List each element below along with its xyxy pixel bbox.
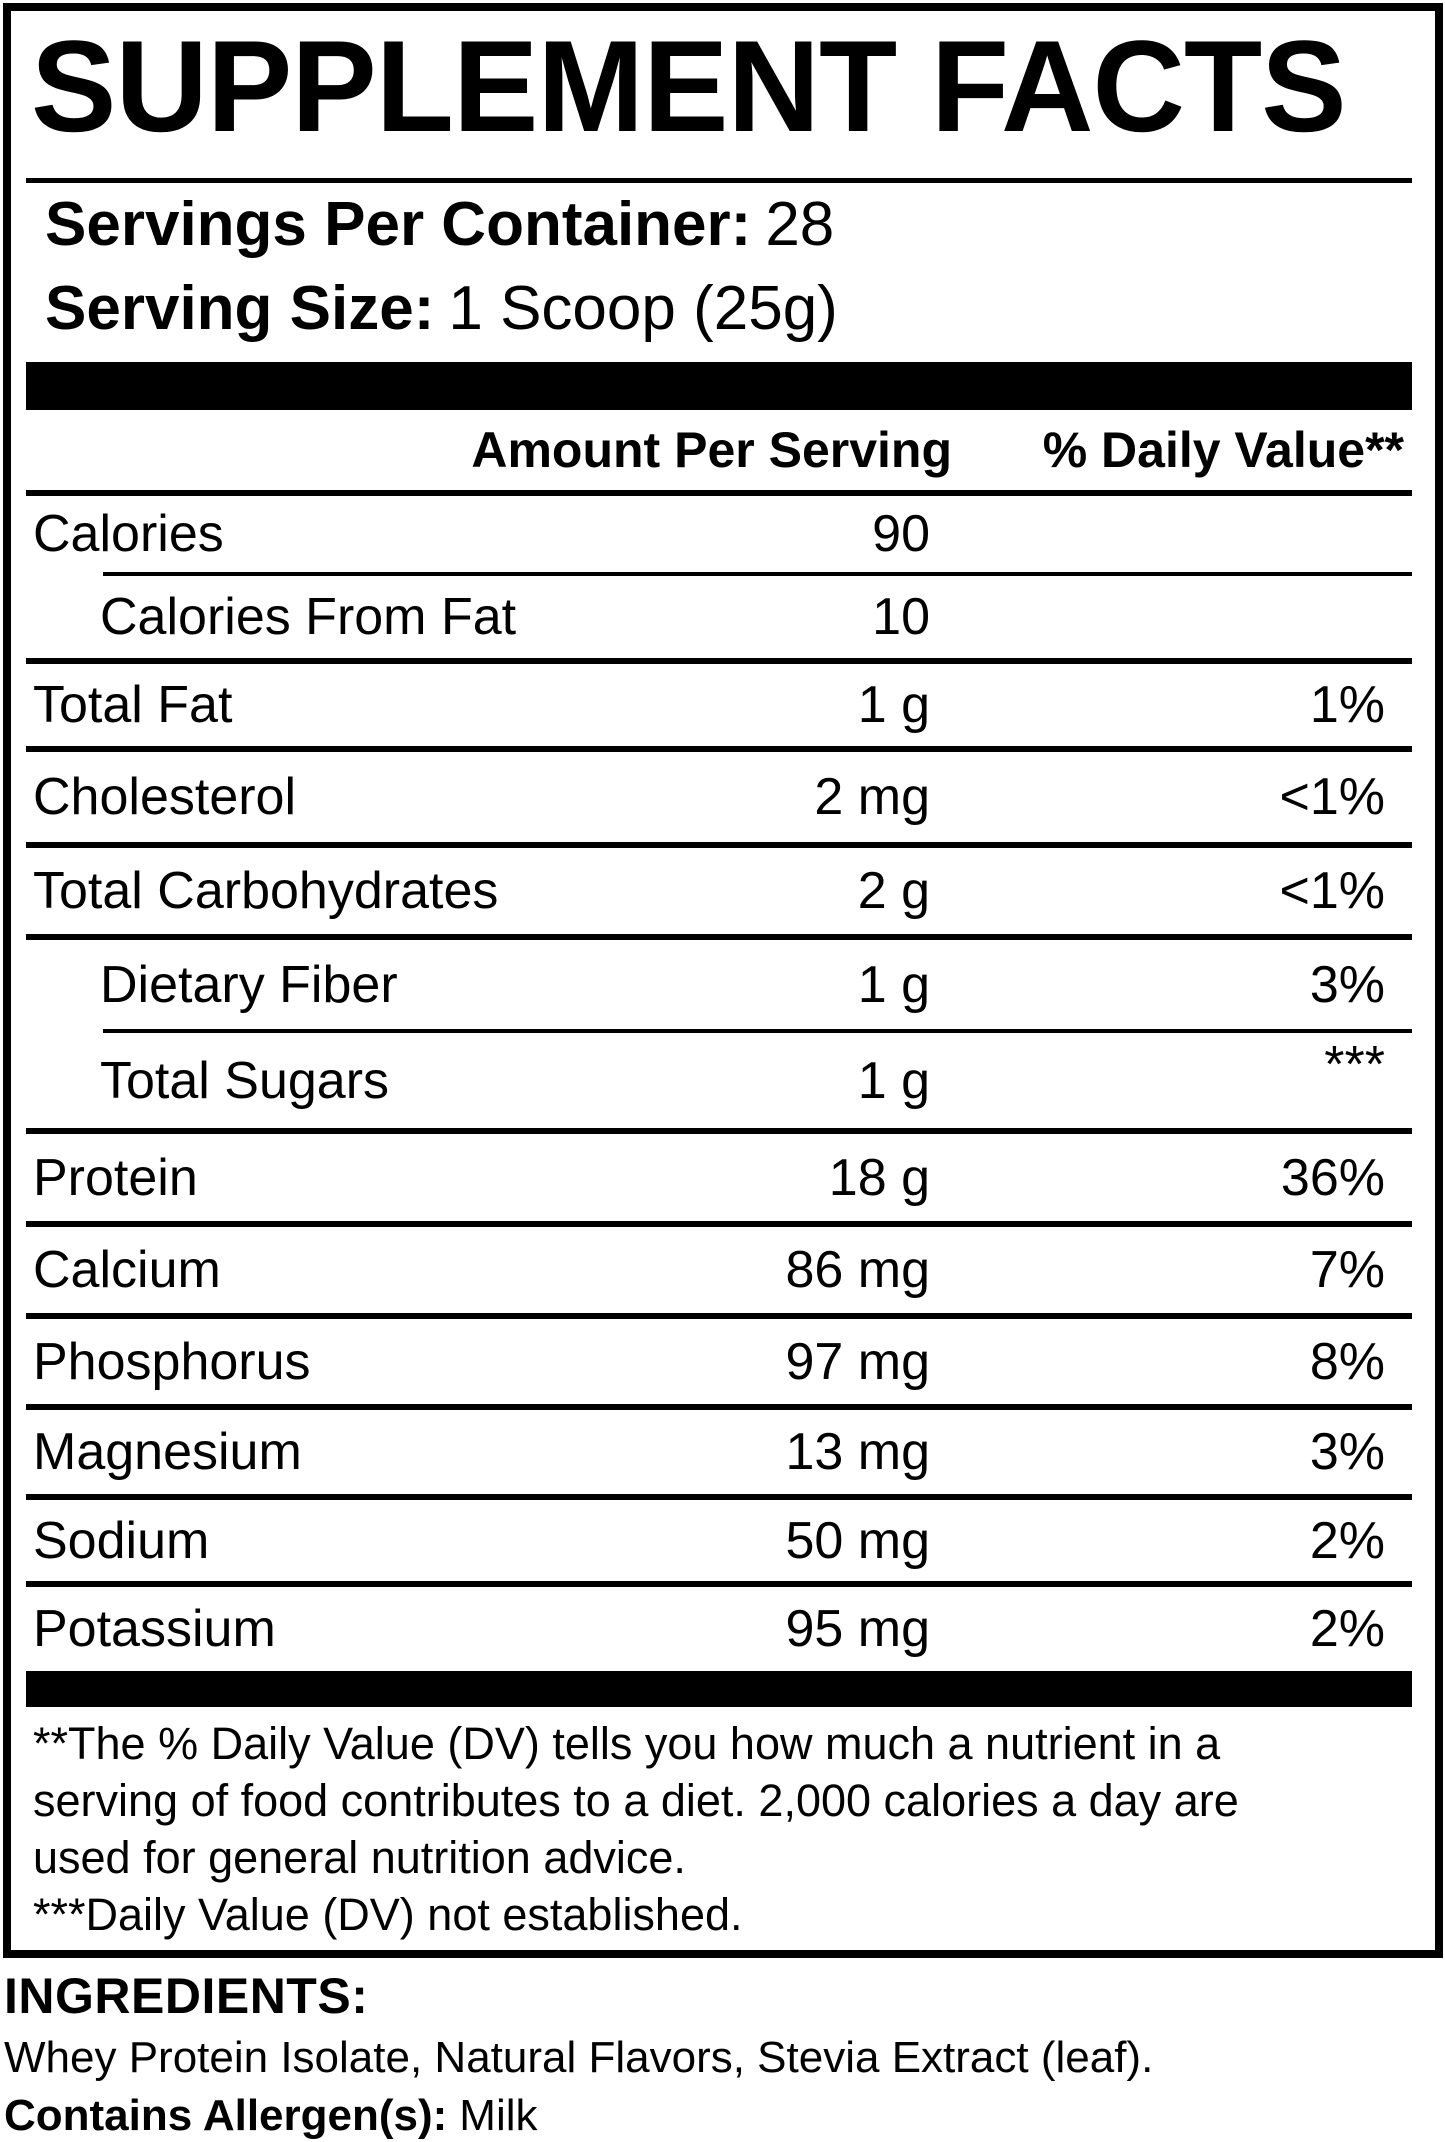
footnote-line: used for general nutrition advice.	[33, 1832, 686, 1883]
divider	[26, 1128, 1412, 1134]
nutrient-amount: 86 mg	[785, 1241, 930, 1299]
nutrient-amount: 13 mg	[785, 1423, 930, 1481]
nutrient-label: Calories	[33, 505, 224, 563]
divider	[26, 746, 1412, 752]
divider	[26, 842, 1412, 848]
ingredients-heading: INGREDIENTS:	[4, 1968, 369, 2024]
divider	[26, 934, 1412, 940]
nutrient-label: Cholesterol	[33, 768, 297, 826]
servings-per-container-line: Servings Per Container: 28	[45, 183, 1435, 267]
nutrient-dv: 3%	[1309, 955, 1385, 1014]
nutrient-amount: 95 mg	[785, 1600, 930, 1658]
nutrient-row-total-sugars: Total Sugars 1 g ***	[11, 1033, 1435, 1128]
nutrient-row-calories: Calories 90	[11, 496, 1435, 572]
facts-box: SUPPLEMENT FACTS Servings Per Container:…	[3, 3, 1443, 1958]
divider	[26, 490, 1412, 496]
nutrient-dv: 1%	[1309, 676, 1385, 734]
footnotes: **The % Daily Value (DV) tells you how m…	[33, 1715, 1405, 1943]
divider	[26, 1494, 1412, 1500]
nutrient-amount: 18 g	[828, 1148, 930, 1207]
nutrient-label: Total Fat	[33, 676, 233, 734]
divider-indented	[103, 572, 1412, 576]
nutrient-row-dietary-fiber: Dietary Fiber 1 g 3%	[11, 940, 1435, 1029]
nutrient-dv: <1%	[1279, 862, 1385, 920]
serving-size-line: Serving Size: 1 Scoop (25g)	[45, 267, 1435, 351]
separator-bar-bottom	[26, 1671, 1412, 1707]
table-header-row: Amount Per Serving % Daily Value**	[11, 410, 1435, 490]
footnote-line: ***Daily Value (DV) not established.	[33, 1889, 743, 1940]
allergen-value: Milk	[459, 2091, 538, 2140]
nutrient-amount: 1 g	[857, 676, 930, 734]
nutrient-label: Protein	[33, 1148, 198, 1207]
nutrient-label: Total Carbohydrates	[33, 862, 499, 920]
nutrient-dv: <1%	[1279, 768, 1385, 826]
nutrient-row-calcium: Calcium 86 mg 7%	[11, 1227, 1435, 1313]
header-daily-value: % Daily Value**	[1042, 422, 1404, 478]
divider	[26, 1404, 1412, 1410]
allergen-label: Contains Allergen(s):	[4, 2091, 448, 2140]
nutrient-amount: 90	[872, 505, 930, 563]
nutrient-amount: 1 g	[857, 1051, 930, 1110]
servings-per-container-value: 28	[765, 190, 835, 259]
nutrient-dv: 2%	[1309, 1600, 1385, 1658]
separator-bar-top	[26, 362, 1412, 410]
title-divider	[26, 178, 1412, 183]
nutrient-label: Calories From Fat	[100, 588, 517, 646]
nutrient-row-protein: Protein 18 g 36%	[11, 1134, 1435, 1221]
footnote-line: **The % Daily Value (DV) tells you how m…	[33, 1718, 1221, 1769]
divider	[26, 1313, 1412, 1319]
nutrient-amount: 2 g	[857, 862, 930, 920]
nutrient-dv: 8%	[1309, 1332, 1385, 1391]
serving-size-label: Serving Size:	[45, 274, 435, 343]
nutrient-dv: 2%	[1309, 1511, 1385, 1570]
nutrient-dv: 3%	[1309, 1423, 1385, 1481]
page-title: SUPPLEMENT FACTS	[31, 13, 1347, 159]
divider	[26, 1581, 1412, 1587]
servings-per-container-label: Servings Per Container:	[45, 190, 752, 259]
nutrient-row-sodium: Sodium 50 mg 2%	[11, 1500, 1435, 1581]
divider	[26, 1221, 1412, 1227]
divider	[26, 658, 1412, 664]
divider-indented	[103, 1029, 1412, 1033]
footnote-line: serving of food contributes to a diet. 2…	[33, 1775, 1239, 1826]
nutrient-amount: 1 g	[857, 955, 930, 1014]
nutrient-label: Dietary Fiber	[100, 955, 398, 1014]
serving-size-value: 1 Scoop (25g)	[448, 274, 838, 343]
ingredients-section: INGREDIENTS: Whey Protein Isolate, Natur…	[4, 1966, 1440, 2142]
nutrient-dv: 36%	[1280, 1148, 1385, 1207]
serving-info: Servings Per Container: 28 Serving Size: 1…	[11, 183, 1435, 351]
nutrient-label: Phosphorus	[33, 1332, 311, 1391]
nutrient-label: Sodium	[33, 1511, 210, 1570]
nutrient-amount: 10	[872, 588, 930, 646]
nutrient-row-total-carbohydrates: Total Carbohydrates 2 g <1%	[11, 848, 1435, 934]
nutrient-label: Potassium	[33, 1600, 276, 1658]
nutrient-amount: 2 mg	[814, 768, 930, 826]
allergen-line: Contains Allergen(s): Milk	[4, 2090, 1440, 2142]
nutrient-dv: 7%	[1309, 1241, 1385, 1299]
nutrient-amount: 50 mg	[785, 1511, 930, 1570]
header-amount-per-serving: Amount Per Serving	[471, 422, 952, 478]
nutrient-row-magnesium: Magnesium 13 mg 3%	[11, 1410, 1435, 1494]
nutrient-row-total-fat: Total Fat 1 g 1%	[11, 664, 1435, 746]
ingredients-list: Whey Protein Isolate, Natural Flavors, S…	[4, 2033, 1154, 2082]
nutrient-row-cholesterol: Cholesterol 2 mg <1%	[11, 752, 1435, 842]
nutrient-label: Calcium	[33, 1241, 221, 1299]
nutrient-row-phosphorus: Phosphorus 97 mg 8%	[11, 1319, 1435, 1404]
nutrient-dv: ***	[1324, 1036, 1385, 1094]
nutrient-label: Total Sugars	[100, 1051, 390, 1110]
nutrient-amount: 97 mg	[785, 1332, 930, 1391]
nutrient-row-potassium: Potassium 95 mg 2%	[11, 1587, 1435, 1671]
nutrient-row-calories-from-fat: Calories From Fat 10	[11, 576, 1435, 658]
nutrient-label: Magnesium	[33, 1423, 302, 1481]
